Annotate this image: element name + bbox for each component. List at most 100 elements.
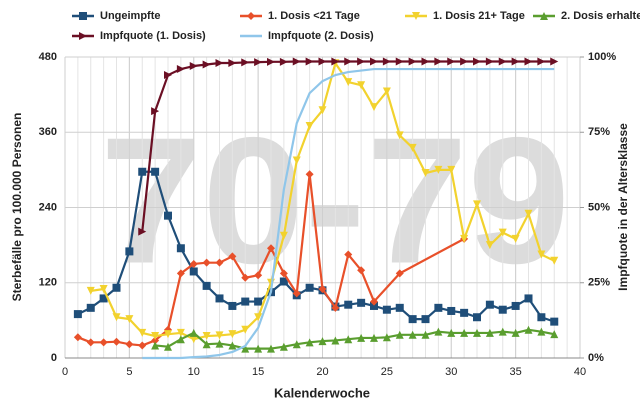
marker bbox=[73, 310, 82, 319]
legend-label: Impfquote (1. Dosis) bbox=[100, 30, 206, 42]
marker bbox=[318, 285, 327, 294]
legend-label: Ungeimpfte bbox=[100, 10, 161, 22]
legend-label: 1. Dosis 21+ Tage bbox=[433, 10, 525, 22]
marker bbox=[511, 328, 520, 337]
marker bbox=[305, 121, 314, 130]
marker bbox=[267, 57, 275, 66]
marker bbox=[318, 57, 327, 66]
marker bbox=[228, 341, 237, 350]
marker bbox=[215, 339, 224, 348]
marker bbox=[434, 303, 443, 312]
marker bbox=[228, 59, 237, 68]
marker bbox=[412, 12, 420, 20]
marker bbox=[447, 328, 456, 337]
marker bbox=[395, 330, 404, 339]
marker bbox=[164, 71, 172, 80]
marker bbox=[202, 340, 211, 349]
marker bbox=[357, 298, 366, 307]
marker bbox=[382, 57, 391, 66]
marker bbox=[357, 266, 366, 275]
marker bbox=[292, 57, 301, 66]
marker bbox=[176, 244, 185, 253]
marker bbox=[215, 294, 224, 303]
legend-item: 2. Dosis erhalten bbox=[533, 10, 640, 22]
marker bbox=[189, 328, 198, 337]
y-tick-label: 360 bbox=[39, 126, 57, 138]
marker bbox=[176, 335, 185, 344]
marker bbox=[331, 57, 340, 66]
y2-tick-label: 100% bbox=[588, 51, 616, 63]
marker bbox=[292, 340, 301, 349]
marker bbox=[460, 308, 469, 317]
marker bbox=[434, 57, 443, 66]
marker bbox=[202, 258, 211, 267]
marker bbox=[164, 330, 172, 339]
marker bbox=[421, 169, 430, 178]
marker bbox=[395, 303, 404, 312]
marker bbox=[447, 57, 456, 66]
marker bbox=[498, 327, 507, 336]
marker bbox=[318, 106, 327, 115]
marker bbox=[537, 313, 546, 322]
marker bbox=[344, 57, 353, 66]
series bbox=[138, 57, 559, 236]
legend-item: Impfquote (1. Dosis) bbox=[72, 30, 206, 42]
marker bbox=[138, 328, 147, 337]
marker bbox=[99, 294, 108, 303]
marker bbox=[395, 269, 404, 278]
marker bbox=[408, 143, 417, 152]
x-tick-label: 15 bbox=[252, 366, 264, 378]
marker bbox=[344, 300, 353, 309]
legend-item: Ungeimpfte bbox=[72, 10, 161, 22]
marker bbox=[485, 57, 494, 66]
marker bbox=[241, 344, 250, 353]
marker bbox=[344, 78, 353, 87]
x-tick-label: 35 bbox=[510, 366, 522, 378]
marker bbox=[331, 336, 340, 345]
x-tick-label: 40 bbox=[574, 366, 586, 378]
marker bbox=[151, 107, 160, 116]
marker bbox=[370, 297, 378, 306]
y2-tick-label: 0% bbox=[588, 352, 604, 364]
marker bbox=[241, 58, 250, 67]
series-line bbox=[142, 67, 555, 360]
marker bbox=[537, 250, 546, 259]
series bbox=[73, 170, 469, 350]
marker bbox=[138, 167, 147, 176]
marker bbox=[447, 306, 456, 315]
marker bbox=[498, 57, 507, 66]
marker bbox=[247, 12, 255, 20]
marker bbox=[305, 170, 314, 179]
marker bbox=[537, 57, 546, 66]
marker bbox=[86, 303, 95, 312]
marker bbox=[292, 289, 301, 298]
marker bbox=[176, 269, 185, 278]
x-tick-label: 0 bbox=[62, 366, 68, 378]
marker bbox=[550, 256, 559, 265]
marker bbox=[164, 211, 172, 220]
series-line bbox=[155, 328, 555, 350]
marker bbox=[279, 342, 288, 351]
marker bbox=[112, 313, 121, 322]
marker bbox=[279, 231, 288, 240]
marker bbox=[473, 57, 481, 66]
marker bbox=[151, 336, 160, 345]
marker bbox=[473, 328, 481, 337]
y-axis-label: Sterbefälle pro 100.000 Personen bbox=[10, 113, 24, 302]
marker bbox=[86, 338, 95, 347]
x-axis-label: Kalenderwoche bbox=[274, 385, 370, 400]
marker bbox=[460, 328, 469, 337]
marker bbox=[485, 300, 494, 309]
marker bbox=[357, 333, 366, 342]
marker bbox=[550, 330, 559, 339]
y-tick-label: 480 bbox=[39, 51, 57, 63]
marker bbox=[241, 297, 250, 306]
marker bbox=[421, 315, 430, 324]
y-tick-label: 120 bbox=[39, 277, 57, 289]
y2-tick-label: 75% bbox=[588, 126, 610, 138]
marker bbox=[447, 165, 456, 174]
marker bbox=[540, 12, 548, 20]
marker bbox=[421, 330, 430, 339]
legend-item: 1. Dosis 21+ Tage bbox=[405, 10, 525, 22]
